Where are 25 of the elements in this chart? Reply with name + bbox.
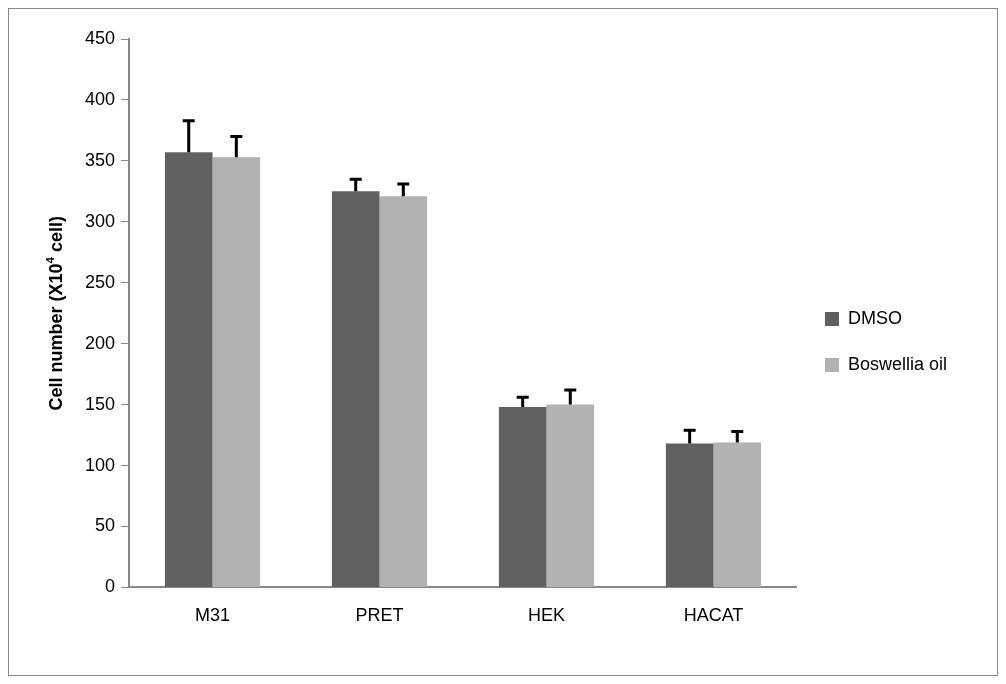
y-tick-label: 400 xyxy=(84,88,116,109)
bar xyxy=(379,196,428,587)
y-tick-label: 450 xyxy=(84,27,116,48)
y-tick-label: 250 xyxy=(84,271,116,292)
x-tick-label: HEK xyxy=(527,605,565,626)
bar xyxy=(665,443,714,587)
x-tick-label: PRET xyxy=(355,605,404,626)
bar xyxy=(546,404,595,587)
y-tick-label: 300 xyxy=(84,210,116,231)
y-tick-label: 0 xyxy=(105,576,116,597)
bar xyxy=(212,157,261,587)
bar xyxy=(331,191,380,587)
bar xyxy=(164,152,213,587)
y-tick-label: 50 xyxy=(95,515,116,536)
x-tick-label: HACAT xyxy=(683,605,744,626)
y-tick-label: 200 xyxy=(84,332,116,353)
y-tick-label: 100 xyxy=(84,454,116,475)
y-axis-title: Cell number (X104 cell) xyxy=(42,215,66,411)
x-tick-label: M31 xyxy=(195,605,231,626)
y-tick-label: 150 xyxy=(84,393,116,414)
legend-label: Boswellia oil xyxy=(847,353,947,374)
bar xyxy=(498,407,547,587)
bar xyxy=(713,442,762,587)
legend-label: DMSO xyxy=(847,307,902,328)
y-tick-label: 350 xyxy=(84,149,116,170)
